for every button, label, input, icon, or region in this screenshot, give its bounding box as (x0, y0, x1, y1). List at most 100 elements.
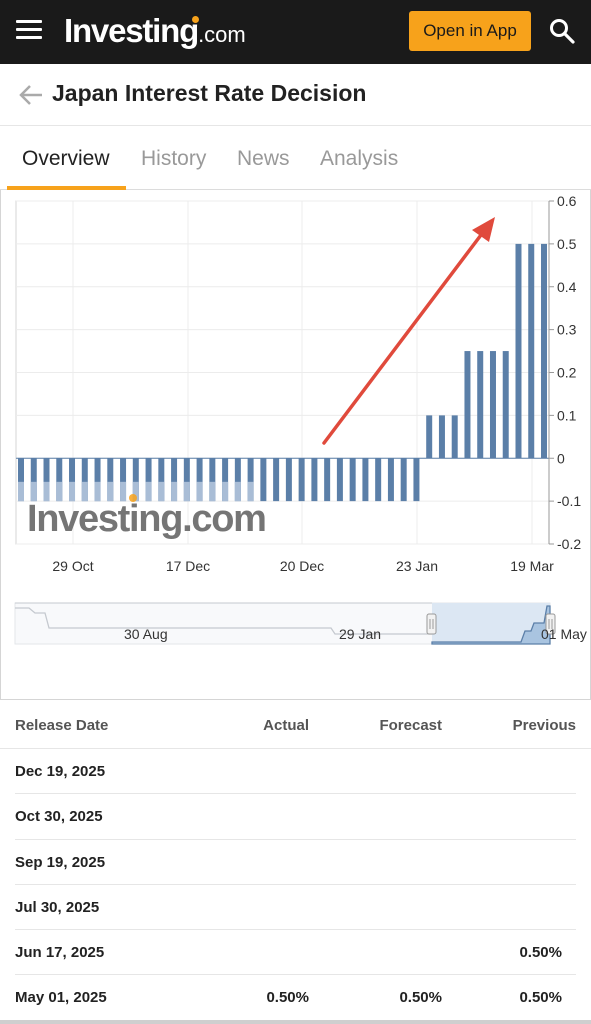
tab-overview[interactable]: Overview (22, 147, 110, 170)
chart-bar[interactable] (145, 458, 152, 502)
chart-bar[interactable] (515, 243, 522, 459)
chart-bar[interactable] (477, 351, 484, 459)
y-tick-label: 0.1 (557, 407, 577, 423)
chart-bar[interactable] (362, 458, 369, 502)
navigator-left-handle[interactable] (426, 613, 437, 635)
chart-bar[interactable] (298, 458, 305, 502)
trend-arrow-line (322, 229, 486, 445)
chart-navigator[interactable]: 30 Aug 29 Jan 01 May (14, 602, 587, 645)
release-date-cell: Jun 17, 2025 (15, 944, 105, 962)
tab-bar: Overview History News Analysis (0, 127, 591, 190)
chart-bar[interactable] (489, 351, 496, 459)
chart-bar[interactable] (285, 458, 292, 502)
chart-bar[interactable] (413, 458, 420, 502)
x-tick-label: 23 Jan (396, 558, 438, 574)
chart-bar-faded-part (234, 481, 241, 502)
chart-bar[interactable] (196, 458, 203, 502)
chart-bar[interactable] (56, 458, 63, 502)
tab-news[interactable]: News (237, 147, 290, 170)
chart-bar-faded-part (81, 481, 88, 502)
chart-bar[interactable] (69, 458, 76, 502)
chart-bar[interactable] (209, 458, 216, 502)
chart-bar-faded-part (171, 481, 178, 502)
chart-bar[interactable] (132, 458, 139, 502)
chart-bar[interactable] (324, 458, 331, 502)
y-tick-label: 0.4 (557, 279, 577, 295)
chart-bar-faded-part (69, 481, 76, 502)
chart-bar[interactable] (247, 458, 254, 502)
chart-bar[interactable] (541, 243, 547, 459)
table-row[interactable]: Oct 30, 2025 (0, 794, 591, 840)
chart-bar[interactable] (107, 458, 114, 502)
chart-bar[interactable] (400, 458, 407, 502)
chart-bar-faded-part (18, 481, 24, 502)
tab-history[interactable]: History (141, 147, 207, 170)
x-tick-label: 19 Mar (510, 558, 554, 574)
chart-bar[interactable] (387, 458, 394, 502)
chart-bar-faded-part (183, 481, 190, 502)
chart-bar[interactable] (120, 458, 127, 502)
header-release-date[interactable]: Release Date (15, 717, 109, 734)
chart-bar-faded-part (120, 481, 127, 502)
search-icon[interactable] (549, 18, 575, 44)
chart-bar[interactable] (18, 458, 24, 502)
chart-bar[interactable] (43, 458, 50, 502)
forecast-cell: 0.50% (399, 989, 442, 1007)
back-arrow-icon[interactable] (18, 82, 44, 108)
chart-bar[interactable] (349, 458, 356, 502)
chart-bar[interactable] (158, 458, 165, 502)
navigator-right-handle[interactable] (545, 613, 556, 635)
logo[interactable]: Investing.com (64, 12, 246, 50)
chart-bar[interactable] (222, 458, 229, 502)
previous-cell: 0.50% (519, 944, 562, 962)
row-divider (15, 838, 576, 840)
chart-bars (16, 243, 549, 502)
table-row[interactable]: Jul 30, 2025 (0, 885, 591, 931)
chart-bar-faded-part (222, 481, 229, 502)
chart-bar[interactable] (234, 458, 241, 502)
table-row[interactable]: Sep 19, 2025 (0, 840, 591, 885)
y-tick-label: 0.3 (557, 322, 577, 338)
table-row[interactable]: Jun 17, 2025 0.50% (0, 930, 591, 976)
chart-bar[interactable] (528, 243, 535, 459)
chart-bar-faded-part (132, 481, 139, 502)
header-previous[interactable]: Previous (512, 717, 576, 734)
chart-bar[interactable] (336, 458, 343, 502)
chart-bar[interactable] (273, 458, 280, 502)
table-body: Dec 19, 2025 Oct 30, 2025 Sep 19, 2025 Jul … (0, 749, 591, 1021)
title-bar: Japan Interest Rate Decision (0, 64, 591, 126)
table-row[interactable]: May 01, 2025 0.50% 0.50% 0.50% (0, 975, 591, 1020)
interest-rate-chart[interactable]: 0.6 0.5 0.4 0.3 0.2 0.1 0 -0.1 -0.2 29 Oct 17 Dec… (1, 190, 590, 698)
release-date-cell: Oct 30, 2025 (15, 808, 103, 826)
row-divider (15, 974, 576, 976)
header-actual[interactable]: Actual (263, 717, 309, 734)
x-tick-label: 17 Dec (166, 558, 210, 574)
bottom-divider (0, 1020, 591, 1024)
chart-bar[interactable] (171, 458, 178, 502)
header-forecast[interactable]: Forecast (379, 717, 442, 734)
y-tick-label: 0.2 (557, 365, 577, 381)
chart-bar[interactable] (81, 458, 88, 502)
chart-bar[interactable] (30, 458, 37, 502)
chart-bar[interactable] (260, 458, 267, 502)
chart-bar[interactable] (183, 458, 190, 502)
chart-bar[interactable] (94, 458, 101, 502)
row-divider (15, 793, 576, 795)
chart-bar[interactable] (451, 415, 458, 459)
chart-bar[interactable] (464, 351, 471, 459)
page-title: Japan Interest Rate Decision (52, 80, 367, 106)
chart-bar[interactable] (426, 415, 433, 459)
chart-bar[interactable] (311, 458, 318, 502)
table-row[interactable]: Dec 19, 2025 (0, 749, 591, 795)
y-tick-label: 0 (557, 450, 565, 466)
chart-bar[interactable] (502, 351, 509, 459)
release-date-cell: Sep 19, 2025 (15, 853, 106, 871)
release-date-cell: Dec 19, 2025 (15, 763, 106, 780)
watermark-dot (129, 494, 137, 502)
tab-analysis[interactable]: Analysis (320, 147, 399, 170)
actual-cell: 0.50% (266, 989, 309, 1007)
open-in-app-button[interactable]: Open in App (409, 11, 531, 51)
chart-bar[interactable] (375, 458, 382, 502)
chart-bar[interactable] (438, 415, 445, 459)
hamburger-menu-icon[interactable] (16, 20, 42, 42)
